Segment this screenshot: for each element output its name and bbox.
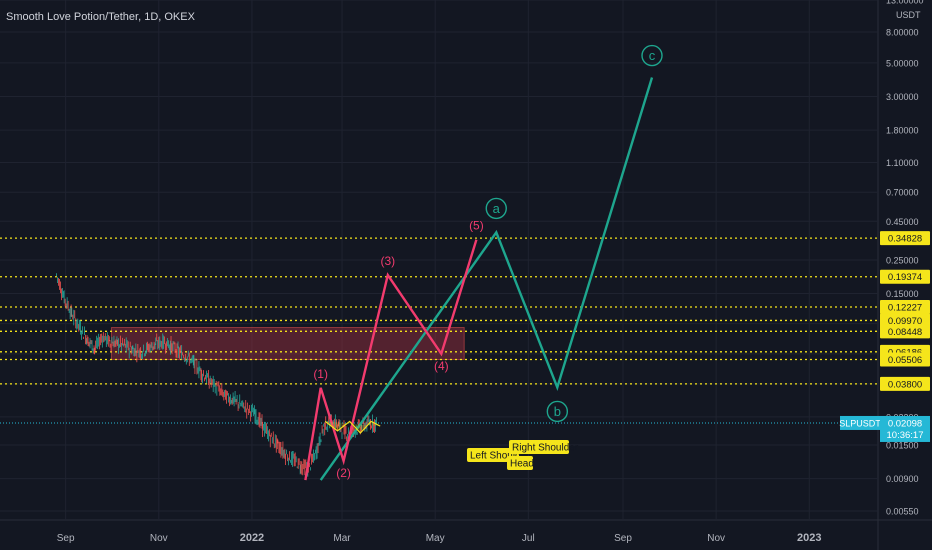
head-tag-box — [507, 456, 533, 470]
x-tick-label: 2023 — [797, 532, 821, 544]
chart-title: Smooth Love Potion/Tether, 1D, OKEX — [6, 11, 196, 23]
countdown-label: 10:36:17 — [887, 430, 924, 441]
impulse-wave-label: (4) — [434, 359, 449, 373]
y-tick-label: 0.01500 — [886, 441, 919, 451]
price-level-label: 0.08448 — [888, 327, 922, 338]
price-level-badge — [880, 352, 930, 367]
price-level-label: 0.09970 — [888, 316, 922, 327]
impulse-wave-label: (1) — [313, 367, 328, 381]
elliott-waves — [304, 77, 654, 481]
x-tick-label: Nov — [707, 533, 725, 544]
corrective-wave-circle — [485, 197, 507, 220]
corrective-wave-label: a — [493, 201, 501, 216]
currency-label: USDT — [896, 10, 921, 20]
price-level-label: 0.34828 — [888, 234, 922, 245]
left-shoulder-tag-box — [467, 448, 519, 462]
corrective-wave-label: c — [649, 48, 656, 63]
price-candles — [56, 273, 377, 477]
impulse-wave-label: (3) — [381, 254, 396, 268]
y-tick-label: 0.15000 — [886, 289, 919, 299]
left-shoulder-tag-label: Left Shoulder — [470, 451, 530, 462]
price-level-label: 0.05506 — [888, 355, 922, 366]
price-level-label: 0.03800 — [888, 379, 922, 390]
last-price-badge — [880, 415, 930, 442]
y-tick-label: 13.00000 — [886, 0, 924, 6]
head-tag-label: Head — [510, 459, 534, 470]
y-tick-label: 3.00000 — [886, 92, 919, 102]
price-level-badge — [880, 376, 930, 391]
y-tick-label: 1.80000 — [886, 126, 919, 136]
y-tick-label: 0.70000 — [886, 188, 919, 198]
right-shoulder-tag-label: Right Shoulder — [512, 443, 579, 454]
y-tick-label: 0.45000 — [886, 217, 919, 227]
x-tick-label: Jul — [522, 533, 535, 544]
price-level-badge — [880, 269, 930, 284]
right-shoulder-tag-box — [509, 440, 569, 454]
impulse-wave-label: (2) — [336, 466, 351, 480]
price-level-badge — [880, 324, 930, 339]
x-tick-label: Sep — [614, 533, 632, 544]
x-tick-label: 2022 — [240, 532, 264, 544]
y-tick-label: 0.00900 — [886, 474, 919, 484]
x-tick-label: Nov — [150, 533, 168, 544]
last-price-label: 0.02098 — [888, 418, 922, 429]
price-level-badge — [880, 313, 930, 328]
corrective-wave-line — [319, 77, 654, 481]
price-level-label: 0.12227 — [888, 303, 922, 314]
price-level-badge — [880, 231, 930, 246]
head-and-shoulders-outline — [324, 420, 381, 434]
impulse-wave-line — [304, 239, 478, 481]
impulse-wave-label: (5) — [469, 219, 484, 233]
symbol-label: SLPUSDT — [839, 418, 881, 428]
x-tick-label: May — [426, 533, 445, 544]
x-tick-label: Mar — [333, 533, 351, 544]
y-tick-label: 1.10000 — [886, 158, 919, 168]
corrective-wave-circle — [641, 44, 663, 67]
y-tick-label: 0.00550 — [886, 507, 919, 517]
y-tick-label: 8.00000 — [886, 27, 919, 37]
symbol-badge — [840, 415, 880, 430]
corrective-wave-label: b — [554, 404, 561, 419]
wave-labels: (1) (2) (3) (4) (5) a b c — [313, 44, 663, 480]
y-tick-label: 5.00000 — [886, 58, 919, 68]
price-level-label: 0.19374 — [888, 272, 922, 283]
corrective-wave-circle — [546, 400, 569, 423]
price-level-badge — [880, 300, 930, 315]
axis-badges: 0.348280.193740.122270.099700.084480.061… — [839, 231, 930, 442]
time-axis[interactable]: Sep Nov 2022 Mar May Jul Sep Nov 2023 — [57, 532, 822, 544]
y-tick-label: 0.25000 — [886, 255, 919, 265]
x-tick-label: Sep — [57, 533, 75, 544]
